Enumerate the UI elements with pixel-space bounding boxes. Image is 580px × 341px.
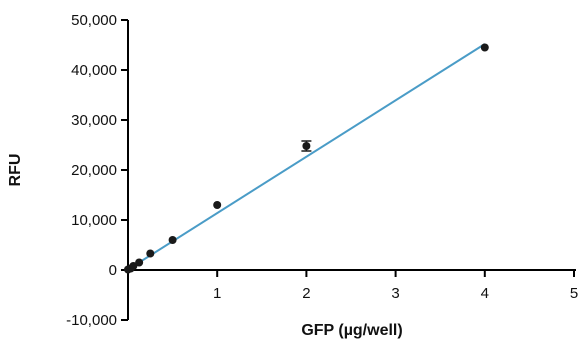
y-tick-label: 40,000 (71, 62, 117, 79)
x-axis-title: GFP (µg/well) (301, 322, 402, 339)
axes (128, 20, 576, 320)
data-point (135, 259, 143, 267)
x-tick-label: 2 (302, 285, 310, 302)
y-tick-label: 0 (109, 262, 117, 279)
data-point (481, 44, 489, 52)
x-tick-label: 1 (213, 285, 221, 302)
x-tick-label: 3 (391, 285, 399, 302)
fit-line-layer (128, 44, 485, 270)
y-tick-label: 30,000 (71, 112, 117, 129)
linear-fit-line (128, 44, 485, 270)
data-point (213, 201, 221, 209)
x-ticks: 1 2 3 4 5 (213, 270, 578, 302)
data-points (124, 44, 489, 274)
y-axis-title: RFU (7, 154, 24, 187)
y-tick-label: 50,000 (71, 12, 117, 29)
y-tick-label: -10,000 (66, 312, 117, 329)
data-point (146, 250, 154, 258)
data-point (302, 142, 310, 150)
y-ticks: -10,000 0 10,000 20,000 30,000 40,000 50,000 (66, 12, 128, 329)
x-tick-label: 5 (570, 285, 578, 302)
x-tick-label: 4 (481, 285, 489, 302)
data-point (169, 236, 177, 244)
y-tick-label: 20,000 (71, 162, 117, 179)
y-tick-label: 10,000 (71, 212, 117, 229)
